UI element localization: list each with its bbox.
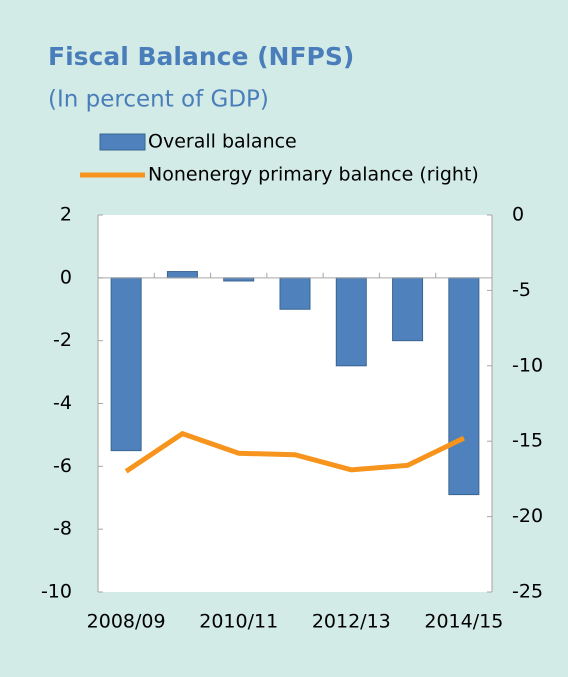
bar [166,271,198,279]
y2-tick-label: -5 [512,279,531,301]
y-tick-label: 2 [60,204,72,226]
bar [110,277,142,452]
y2-tick-label: -15 [512,430,543,452]
bar [392,277,424,342]
legend-label: Nonenergy primary balance (right) [148,164,479,186]
y-tick-label: -6 [53,455,72,477]
y2-tick-label: -25 [512,581,543,603]
bar [279,277,311,310]
plot-area [98,215,492,592]
y2-tick-label: 0 [512,204,524,226]
y-tick-label: -10 [41,581,72,603]
x-tick-label: 2008/09 [87,611,166,633]
y-tick-label: 0 [60,266,72,288]
chart-subtitle: (In percent of GDP) [48,87,269,113]
y-tick-label: -2 [53,329,72,351]
bar [335,277,367,367]
line [124,430,465,474]
x-tick-label: 2010/11 [199,611,278,633]
y-tick-label: -4 [53,392,72,414]
legend-swatch [99,133,146,151]
y-tick-label: -8 [53,518,72,540]
x-tick-label: 2014/15 [424,611,503,633]
chart-title: Fiscal Balance (NFPS) [48,42,354,71]
y2-tick-label: -20 [512,505,543,527]
x-tick-label: 2012/13 [312,611,391,633]
bar [448,277,480,496]
y2-tick-label: -10 [512,354,543,376]
legend-label: Overall balance [148,131,297,153]
